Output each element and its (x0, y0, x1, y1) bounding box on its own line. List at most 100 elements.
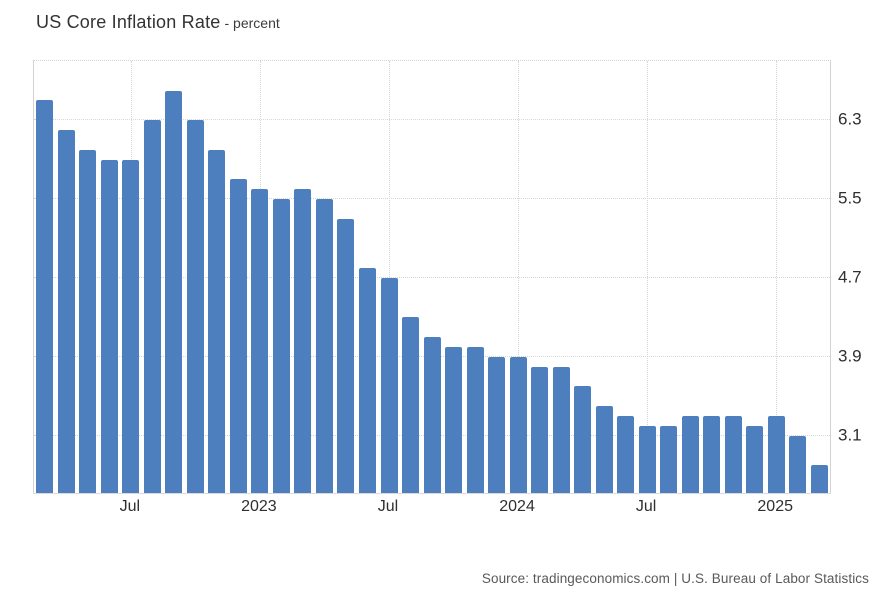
bar-2023-02[interactable] (272, 199, 290, 493)
y-axis-label-4.7: 4.7 (838, 267, 862, 287)
source-text: Source: tradingeconomics.com | U.S. Bure… (481, 571, 869, 586)
gridline-y-6.3 (34, 119, 830, 121)
chart-subtitle: - percent (224, 15, 280, 31)
bar-cell (400, 61, 422, 493)
bar-2024-04[interactable] (574, 386, 592, 493)
x-axis-label-jul: Jul (119, 498, 141, 515)
bar-2022-03[interactable] (36, 100, 54, 493)
bar-cell (593, 61, 615, 493)
bar-cell (679, 61, 701, 493)
bar-cell (572, 61, 594, 493)
bar-2023-11[interactable] (466, 347, 484, 493)
bar-cell (206, 61, 228, 493)
bar-cell (809, 61, 831, 493)
bar-cell (723, 61, 745, 493)
chart-header: US Core Inflation Rate - percent (36, 12, 280, 33)
bar-2025-03[interactable] (810, 465, 828, 493)
y-axis-label-6.3: 6.3 (838, 109, 862, 129)
bars-row (34, 61, 830, 493)
bar-2023-12[interactable] (488, 356, 506, 493)
bar-2024-05[interactable] (595, 406, 613, 493)
bar-cell (99, 61, 121, 493)
bar-2024-09[interactable] (681, 416, 699, 493)
bar-cell (271, 61, 293, 493)
bar-2023-06[interactable] (358, 268, 376, 493)
bar-2024-08[interactable] (660, 425, 678, 493)
y-axis-label-3.1: 3.1 (838, 425, 862, 445)
bar-2022-04[interactable] (57, 130, 75, 493)
gridline-y-5.5 (34, 198, 830, 200)
bar-cell (249, 61, 271, 493)
bar-2023-10[interactable] (445, 347, 463, 493)
bar-cell (77, 61, 99, 493)
bar-2023-08[interactable] (402, 317, 420, 493)
bar-cell (185, 61, 207, 493)
bar-2022-06[interactable] (100, 159, 118, 493)
bar-cell (550, 61, 572, 493)
bar-2024-06[interactable] (617, 416, 635, 493)
bar-2025-02[interactable] (789, 435, 807, 493)
bar-cell (443, 61, 465, 493)
gridline-x-jul (388, 61, 390, 493)
bar-2022-09[interactable] (165, 90, 183, 493)
bar-cell (292, 61, 314, 493)
bar-cell (507, 61, 529, 493)
x-axis-label-2025: 2025 (757, 498, 793, 515)
bar-cell (464, 61, 486, 493)
bar-2023-07[interactable] (380, 278, 398, 493)
bar-2024-12[interactable] (746, 425, 764, 493)
bar-cell (615, 61, 637, 493)
bar-cell (529, 61, 551, 493)
bar-cell (701, 61, 723, 493)
bar-cell (357, 61, 379, 493)
x-axis-labels: Jul 2023 Jul 2024 Jul 2025 (33, 499, 829, 521)
bar-cell (142, 61, 164, 493)
chart-title: US Core Inflation Rate (36, 12, 221, 32)
bar-cell (228, 61, 250, 493)
bar-2022-07[interactable] (122, 159, 140, 493)
bar-2024-01[interactable] (509, 356, 527, 493)
bar-cell (744, 61, 766, 493)
bar-2023-03[interactable] (294, 189, 312, 493)
bar-2025-01[interactable] (767, 416, 785, 493)
gridline-x-2025 (776, 61, 778, 493)
bar-2024-07[interactable] (638, 425, 656, 493)
bar-2024-11[interactable] (724, 416, 742, 493)
bar-2022-11[interactable] (208, 149, 226, 493)
bar-cell (658, 61, 680, 493)
x-axis-label-2023: 2023 (241, 498, 277, 515)
bar-2022-12[interactable] (229, 179, 247, 493)
bar-cell (378, 61, 400, 493)
bar-2023-09[interactable] (423, 337, 441, 493)
bar-cell (636, 61, 658, 493)
bar-2022-10[interactable] (186, 120, 204, 493)
bar-2023-05[interactable] (337, 218, 355, 493)
bar-cell (56, 61, 78, 493)
bar-2023-04[interactable] (315, 199, 333, 493)
y-axis-label-5.5: 5.5 (838, 188, 862, 208)
x-axis-label-jul: Jul (377, 498, 399, 515)
gridline-x-jul (647, 61, 649, 493)
bar-2022-05[interactable] (79, 149, 97, 493)
y-axis-label-3.9: 3.9 (838, 346, 862, 366)
gridline-x-2024 (518, 61, 520, 493)
y-axis-labels: 6.3 5.5 4.7 3.9 3.1 (838, 60, 882, 492)
bar-cell (34, 61, 56, 493)
bar-2024-03[interactable] (552, 366, 570, 493)
bar-cell (486, 61, 508, 493)
bar-cell (787, 61, 809, 493)
bar-2022-08[interactable] (143, 120, 161, 493)
gridline-y-4.7 (34, 277, 830, 278)
bar-cell (120, 61, 142, 493)
bar-cell (314, 61, 336, 493)
bar-2024-02[interactable] (531, 366, 549, 493)
plot-area (33, 60, 831, 494)
bar-2023-01[interactable] (251, 189, 269, 493)
bar-cell (421, 61, 443, 493)
bar-cell (163, 61, 185, 493)
bar-2024-10[interactable] (703, 416, 721, 493)
x-axis-label-jul: Jul (635, 498, 657, 515)
x-axis-label-2024: 2024 (499, 498, 535, 515)
bar-cell (766, 61, 788, 493)
